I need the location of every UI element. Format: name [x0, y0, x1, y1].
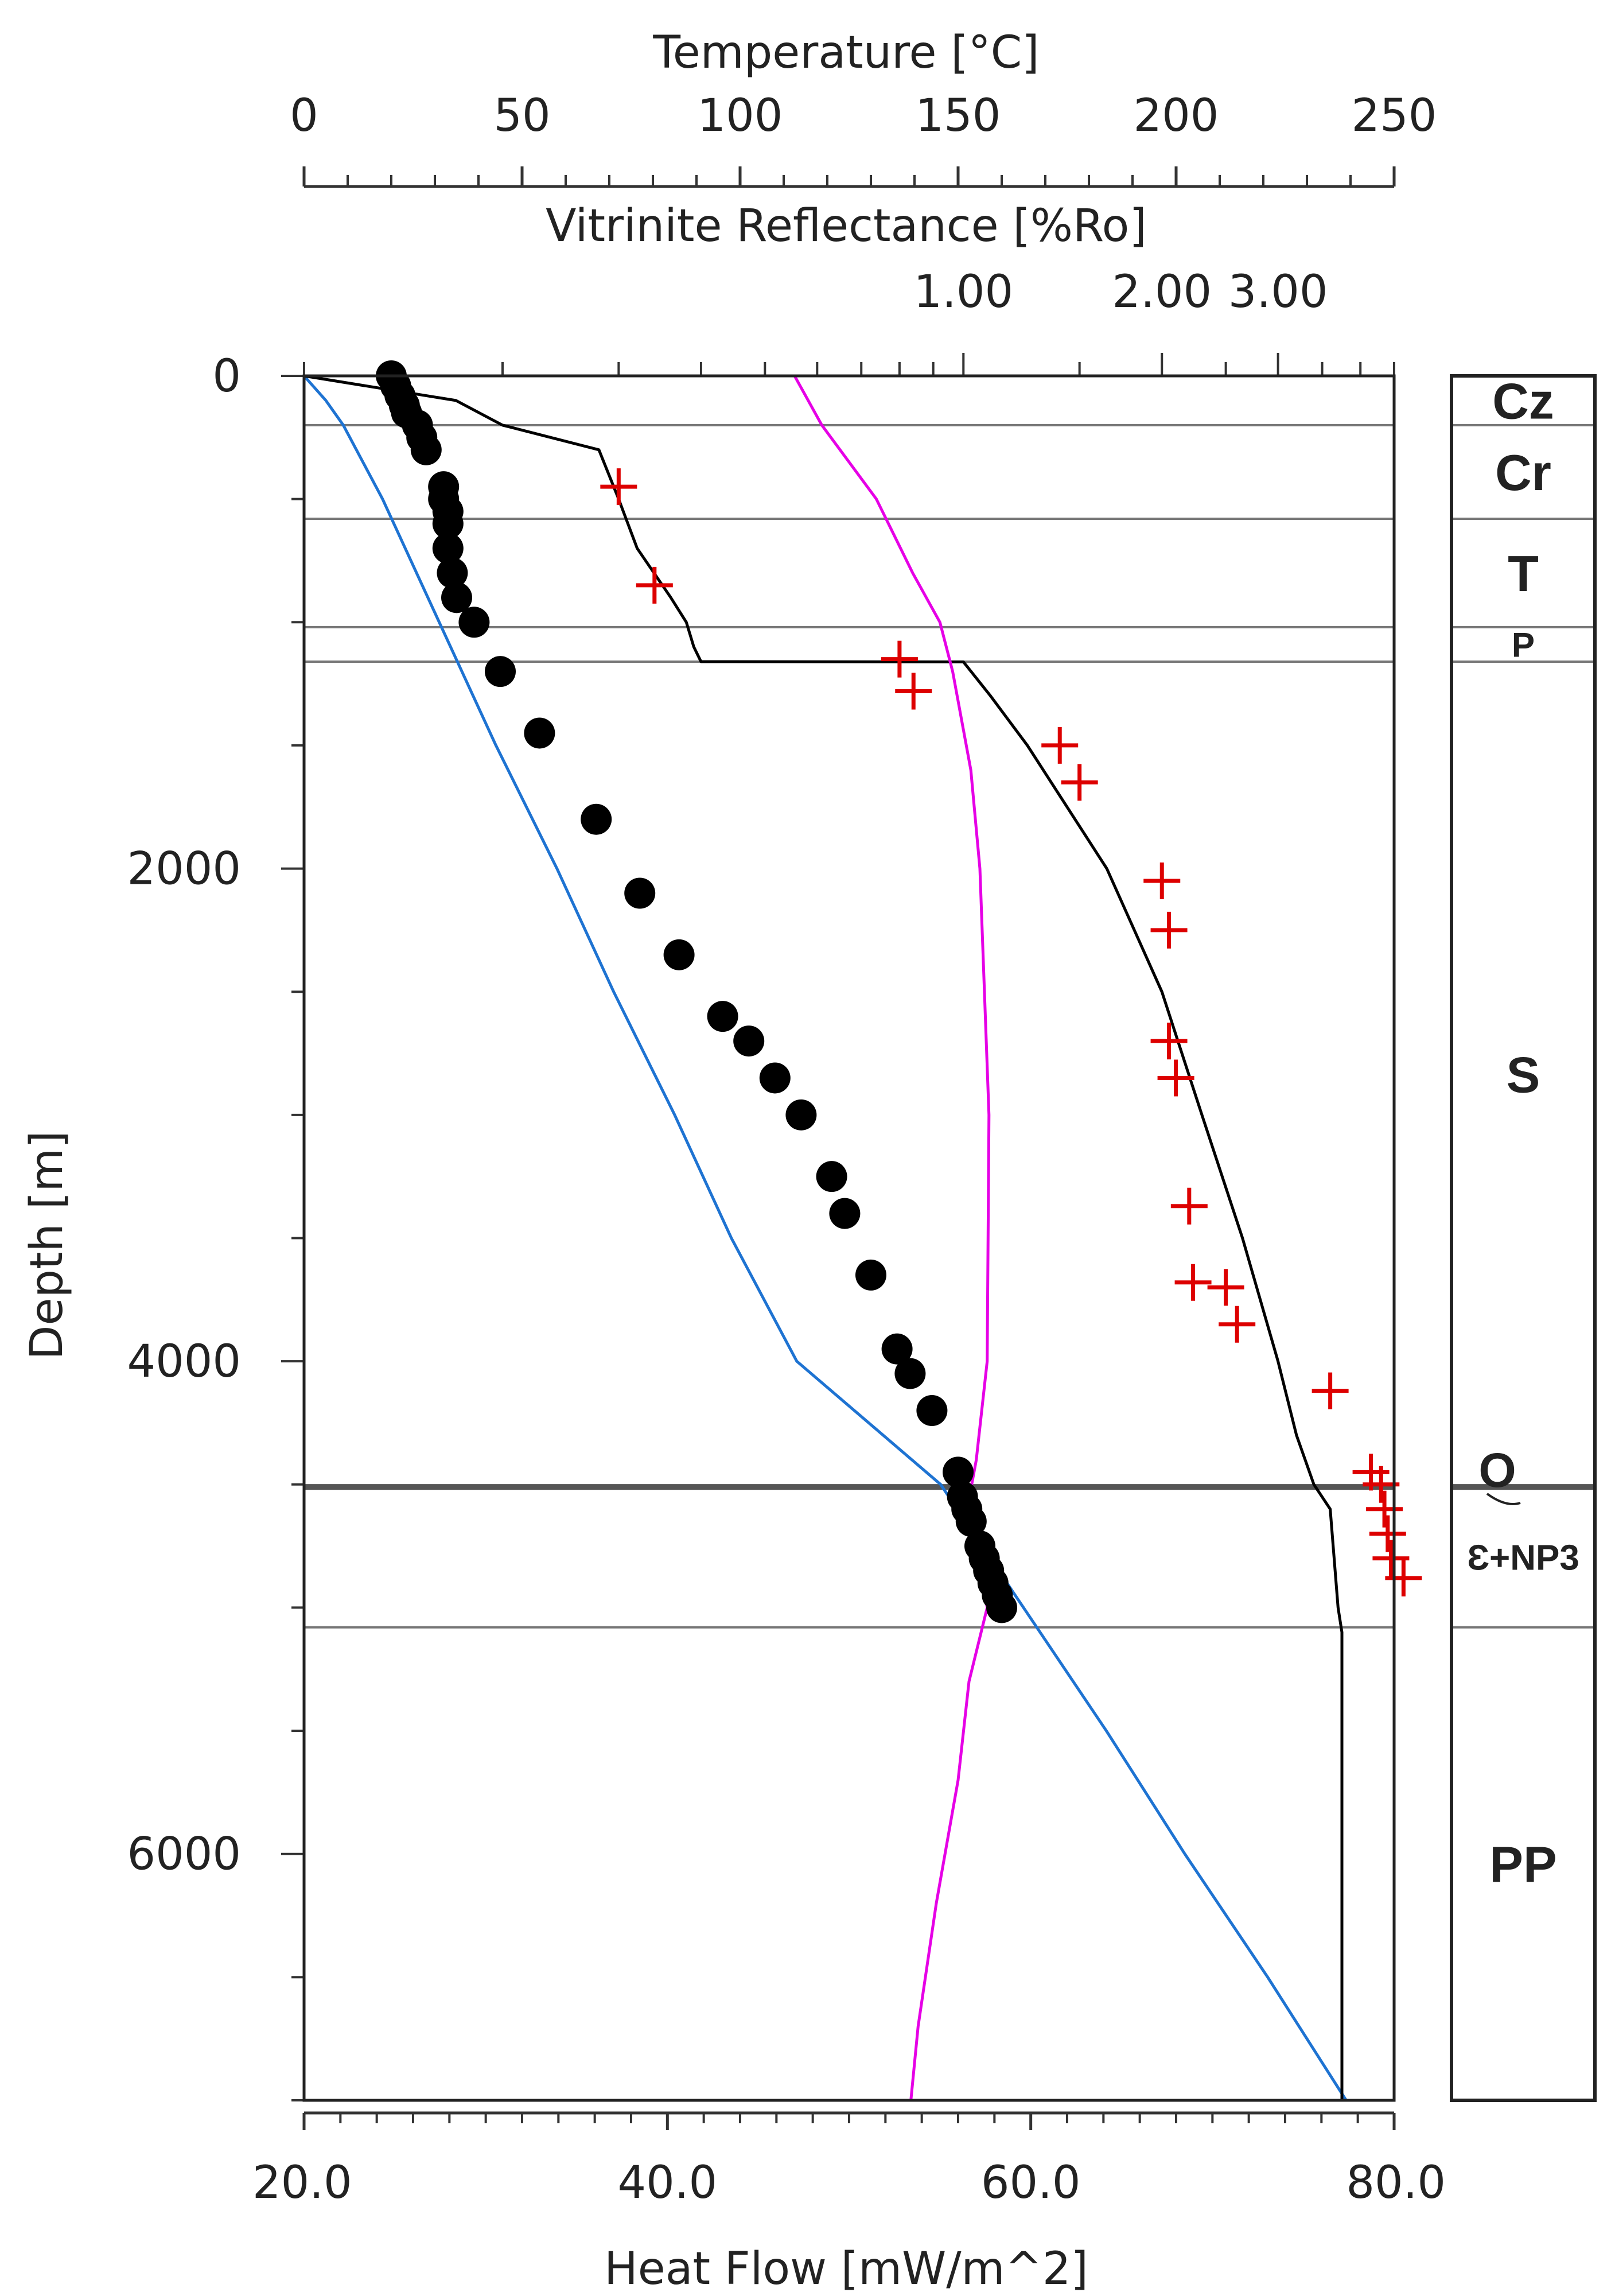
measured-vitrinite-point — [1174, 1264, 1212, 1301]
measured-vitrinite-point — [1150, 1023, 1188, 1060]
vitrinite-model-curve — [303, 374, 1344, 2100]
stratigraphy-label: T — [1508, 545, 1539, 602]
measured-temperature-point — [733, 1025, 765, 1057]
measured-temperature-point — [855, 1259, 886, 1291]
stratigraphy-label: S — [1507, 1047, 1540, 1104]
temperature-axis-title: Temperature [°C] — [652, 27, 1039, 79]
measured-temperature-point — [894, 1358, 926, 1389]
depth-tick-label: 2000 — [127, 844, 241, 895]
measured-temperature-point — [707, 1001, 738, 1032]
measured-temperature-point — [437, 557, 468, 589]
stratigraphy-frame — [1450, 374, 1597, 2102]
heat-flow-tick-label: 40.0 — [617, 2157, 717, 2209]
measured-temperature-point — [524, 717, 555, 749]
temperature-tick-label: 250 — [1352, 90, 1437, 142]
heat-flow-axis-title: Heat Flow [mW/m^2] — [604, 2243, 1088, 2295]
measured-temperature-point — [441, 582, 472, 613]
temperature-model-curve — [303, 375, 1348, 2101]
formation-boundaries — [304, 424, 1595, 1629]
measured-temperature-point — [432, 533, 464, 564]
heat-flow-tick-label: 20.0 — [252, 2157, 352, 2209]
temperature-tick-label: 200 — [1134, 90, 1219, 142]
measured-vitrinite-point — [636, 566, 673, 604]
temperature-tick-label: 100 — [698, 90, 783, 142]
measured-vitrinite-point — [881, 640, 918, 678]
stratigraphy-column: Cz Cr TP S O Ɛ+NP3 PP — [1450, 373, 1597, 2102]
heat-flow-tick-label: 60.0 — [981, 2157, 1081, 2209]
vitrinite-tick-label: 2.00 — [1112, 266, 1212, 318]
stratigraphy-label: P — [1512, 626, 1535, 665]
model-curves — [303, 374, 1348, 2101]
temperature-tick-label: 50 — [493, 90, 550, 142]
stratigraphy-label: Cr — [1495, 444, 1551, 501]
measured-vitrinite-point — [1061, 764, 1098, 801]
measured-temperature-point — [663, 939, 695, 970]
measured-vitrinite-point — [1143, 863, 1181, 900]
measured-vitrinite-point — [1207, 1269, 1244, 1306]
stratigraphy-label: Cz — [1492, 373, 1554, 430]
measured-vitrinite-point — [1170, 1187, 1208, 1225]
measured-vitrinite-point — [1157, 1059, 1194, 1097]
vitrinite-axis: 1.00 2.00 3.00 — [303, 266, 1395, 376]
vitrinite-axis-title: Vitrinite Reflectance [%Ro] — [546, 200, 1147, 252]
temperature-axis: 0 50 100 150 200 250 — [290, 90, 1437, 188]
stratigraphy-o-arrow — [1486, 1493, 1521, 1506]
measured-temperature-point — [432, 508, 464, 539]
measured-vitrinite-point — [1150, 911, 1188, 949]
measured-temperature-point — [785, 1099, 817, 1130]
measured-temperature-point — [955, 1506, 987, 1537]
depth-axis-title: Depth [m] — [21, 1130, 73, 1359]
measured-temperature-point — [624, 877, 656, 909]
measured-temperature-point — [458, 607, 490, 638]
measured-vitrinite-point — [1372, 1540, 1410, 1577]
vitrinite-tick-label: 3.00 — [1228, 266, 1328, 318]
measured-temperature-point — [485, 656, 516, 687]
measured-vitrinite-point — [1385, 1559, 1422, 1596]
measured-vitrinite-point — [1312, 1372, 1349, 1409]
heat-flow-tick-label: 80.0 — [1346, 2157, 1446, 2209]
vitrinite-tick-label: 1.00 — [913, 266, 1013, 318]
measured-temperature-point — [410, 434, 442, 465]
stratigraphy-label: PP — [1489, 1836, 1556, 1893]
measured-vitrinite-point — [600, 468, 637, 506]
measured-temperature-point — [581, 803, 612, 835]
measured-temperature-point — [986, 1592, 1017, 1623]
stratigraphy-label: Ɛ+NP3 — [1467, 1539, 1579, 1578]
plot-frame — [302, 374, 1396, 2102]
heat-flow-axis: 20.0 40.0 60.0 80.0 — [252, 2111, 1446, 2209]
stratigraphy-label-o: O — [1478, 1443, 1516, 1497]
measured-temperature-points — [376, 360, 1017, 1623]
measured-temperature-point — [759, 1062, 791, 1094]
heat-flow-model-curve — [793, 375, 991, 2101]
temperature-tick-label: 0 — [290, 90, 318, 142]
depth-tick-label: 6000 — [127, 1829, 241, 1881]
measured-temperature-point — [943, 1456, 974, 1488]
measured-vitrinite-point — [1366, 1490, 1403, 1528]
temperature-tick-label: 150 — [916, 90, 1001, 142]
measured-temperature-point — [881, 1333, 913, 1365]
measured-temperature-point — [829, 1198, 861, 1229]
depth-tick-label: 0 — [212, 351, 241, 402]
measured-vitrinite-point — [1219, 1306, 1256, 1343]
measured-temperature-point — [916, 1395, 948, 1426]
depth-axis: 0 2000 4000 6000 — [127, 351, 304, 2101]
measured-vitrinite-point — [1369, 1515, 1406, 1552]
measured-temperature-point — [816, 1161, 847, 1192]
measured-vitrinite-point — [895, 673, 932, 710]
depth-tick-label: 4000 — [127, 1336, 241, 1388]
measured-vitrinite-points — [600, 468, 1422, 1596]
measured-vitrinite-point — [1041, 727, 1079, 764]
